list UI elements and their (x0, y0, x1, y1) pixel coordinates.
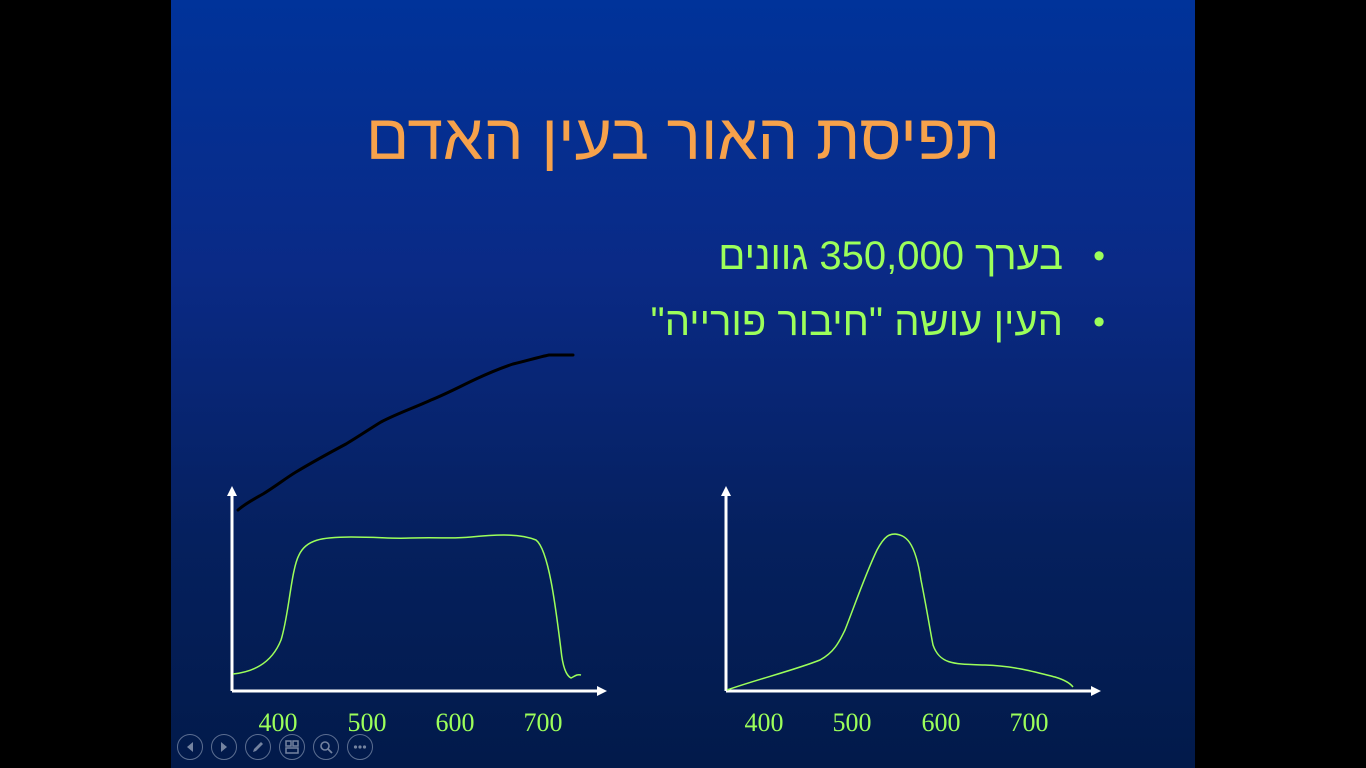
pen-icon (253, 742, 263, 752)
slide-title: תפיסת האור בעין האדם (365, 101, 1001, 173)
x-tick-label: 700 (524, 708, 563, 737)
next-slide-button[interactable] (211, 734, 237, 760)
zoom-button[interactable] (313, 734, 339, 760)
x-tick-label: 700 (1010, 708, 1049, 737)
x-tick-label: 600 (436, 708, 475, 737)
magnifier-icon (320, 741, 333, 754)
previous-slide-button[interactable] (177, 734, 203, 760)
see-all-slides-button[interactable] (279, 734, 305, 760)
presenter-toolbar (177, 734, 373, 760)
y-axis-arrow (227, 486, 237, 496)
ink-annotation (236, 353, 575, 512)
right-spectrum-chart: 400 500 600 700 (721, 486, 1101, 737)
x-axis-arrow (1091, 686, 1101, 696)
bullet-item: • בערך 350,000 גוונים (651, 228, 1105, 294)
bullet-list: • בערך 350,000 גוונים • העין עושה "חיבור… (651, 228, 1105, 360)
bullet-item: • העין עושה "חיבור פורייה" (651, 294, 1105, 360)
bullet-dot: • (1093, 237, 1105, 275)
x-tick-label: 400 (259, 708, 298, 737)
x-tick-label: 600 (922, 708, 961, 737)
spectrum-curve (726, 533, 1074, 691)
ink-stroke (236, 353, 575, 512)
ellipsis-icon (353, 745, 367, 749)
pen-tool-button[interactable] (245, 734, 271, 760)
bullet-text: בערך 350,000 גוונים (718, 234, 1063, 278)
arrow-left-icon (187, 742, 193, 752)
x-axis-arrow (597, 686, 607, 696)
slide: תפיסת האור בעין האדם • בערך 350,000 גוונ… (171, 0, 1195, 768)
more-options-button[interactable] (347, 734, 373, 760)
spectrum-curve (232, 534, 582, 679)
slides-grid-icon (285, 740, 299, 754)
x-tick-label: 500 (833, 708, 872, 737)
bullet-dot: • (1093, 303, 1105, 341)
arrow-right-icon (221, 742, 227, 752)
y-axis-arrow (721, 486, 731, 496)
x-tick-label: 400 (745, 708, 784, 737)
bullet-text: העין עושה "חיבור פורייה" (650, 300, 1063, 344)
left-spectrum-chart: 400 500 600 700 (227, 486, 607, 737)
x-tick-label: 500 (348, 708, 387, 737)
